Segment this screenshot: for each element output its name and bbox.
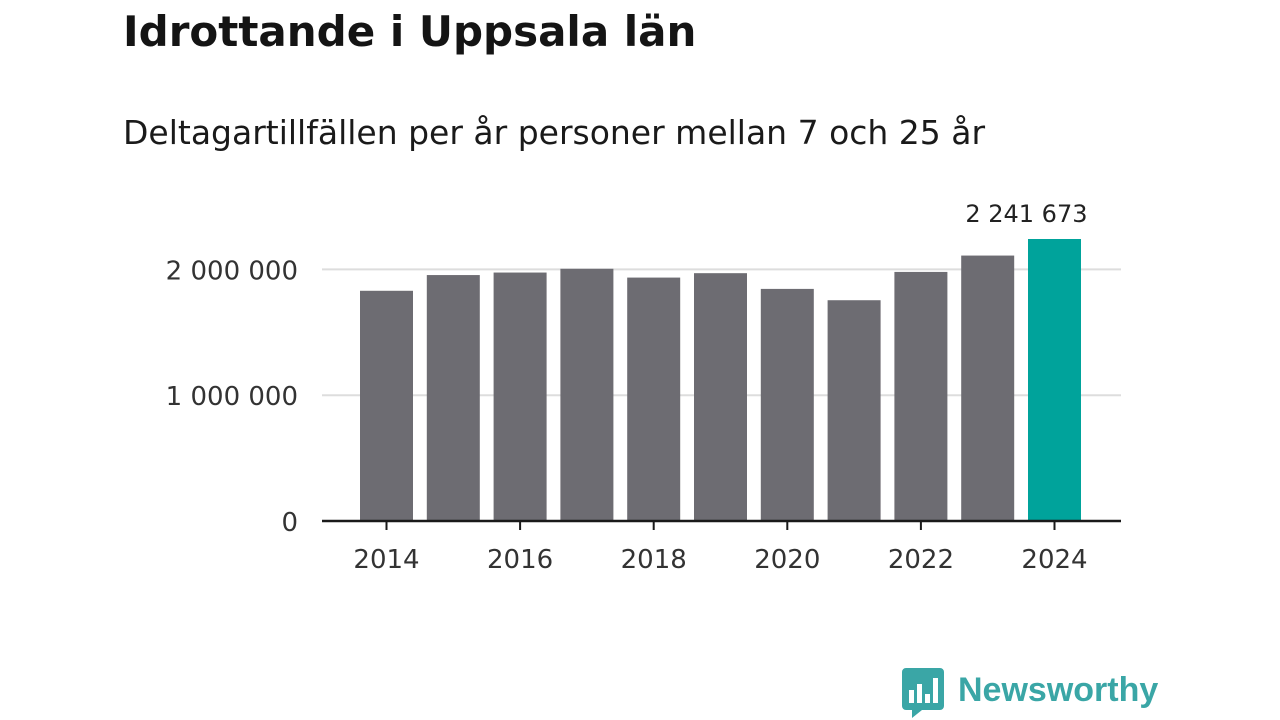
bar-chart: 0 1 000 000 2 000 000 2014 2016 2018 2020 2022 2… bbox=[166, 200, 1121, 575]
chart-subtitle: Deltagartillfällen per år personer mella… bbox=[123, 113, 986, 152]
x-tick-label: 2020 bbox=[754, 545, 820, 575]
bar-2016 bbox=[493, 272, 547, 521]
bar-2018 bbox=[627, 277, 681, 521]
bar-2017 bbox=[560, 268, 614, 521]
labels: 0 1 000 000 2 000 000 2014 2016 2018 2020 2022 2… bbox=[166, 200, 1088, 575]
x-tick-label: 2022 bbox=[888, 545, 954, 575]
y-tick-label: 1 000 000 bbox=[166, 382, 298, 412]
data-label: 2 241 673 bbox=[965, 200, 1087, 228]
newsworthy-logo: Newsworthy bbox=[902, 668, 1158, 720]
bar-2015 bbox=[426, 275, 480, 521]
x-axis bbox=[322, 519, 1121, 530]
y-tick-label: 2 000 000 bbox=[166, 256, 298, 286]
x-tick-label: 2024 bbox=[1021, 545, 1087, 575]
bar-2014 bbox=[360, 290, 413, 521]
chart-title: Idrottande i Uppsala län bbox=[123, 7, 697, 56]
newsworthy-chart-bubble-icon bbox=[902, 668, 944, 718]
x-tick-label: 2016 bbox=[487, 545, 553, 575]
bars bbox=[360, 239, 1081, 521]
bar-2021 bbox=[827, 300, 881, 521]
bar-2022 bbox=[894, 271, 948, 521]
bar-2024 bbox=[1028, 239, 1081, 521]
bar-2020 bbox=[760, 288, 814, 521]
logo-text: Newsworthy bbox=[958, 671, 1159, 709]
y-tick-label: 0 bbox=[281, 508, 298, 538]
bar-2023 bbox=[961, 255, 1015, 521]
x-tick-label: 2014 bbox=[353, 545, 419, 575]
bar-2019 bbox=[694, 273, 747, 521]
x-tick-label: 2018 bbox=[621, 545, 687, 575]
